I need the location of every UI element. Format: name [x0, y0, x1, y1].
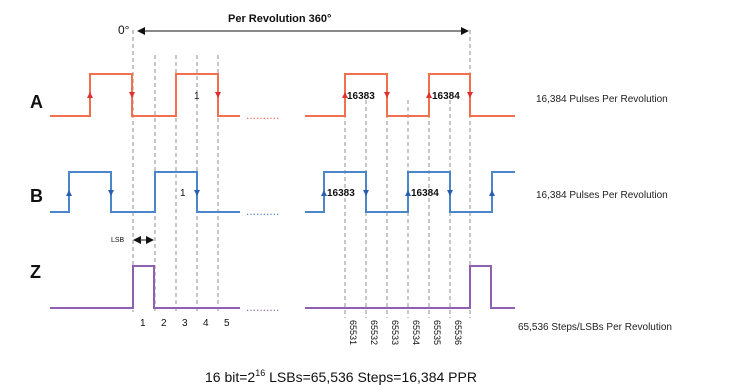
b-pulse-16384: 16384 — [411, 188, 439, 199]
b-arrow-up-1 — [66, 190, 72, 196]
step-65533: 65533 — [390, 320, 400, 345]
z-wave-right — [305, 265, 515, 309]
a-arrow-up-3 — [426, 92, 432, 98]
step-65532: 65532 — [369, 320, 379, 345]
footer-prefix: 16 bit=2 — [205, 369, 255, 385]
a-arrow-up-1 — [87, 92, 93, 98]
channel-b-waveform — [50, 171, 515, 213]
a-arrow-down-1 — [129, 92, 135, 98]
a-arrow-down-4 — [467, 92, 473, 98]
footer-formula: 16 bit=216 LSBs=65,536 Steps=16,384 PPR — [205, 368, 477, 385]
a-arrow-down-3 — [384, 92, 390, 98]
b-pulse-1: 1 — [180, 188, 186, 199]
b-arrow-up-2 — [321, 190, 327, 196]
a-arrow-up-2 — [342, 92, 348, 98]
channel-z-waveform — [50, 265, 515, 309]
a-wave-left — [50, 73, 240, 117]
step-2: 2 — [161, 318, 167, 329]
z-wave-left — [50, 265, 240, 309]
z-dots: .......... — [246, 300, 279, 314]
revolution-label: Per Revolution 360° — [228, 13, 331, 25]
b-arrow-down-4 — [447, 190, 453, 196]
a-wave-right — [305, 73, 515, 117]
step-1: 1 — [140, 318, 146, 329]
channel-a-description: 16,384 Pulses Per Revolution — [536, 94, 668, 105]
b-pulse-16383: 16383 — [327, 188, 355, 199]
channel-z-label: Z — [30, 262, 41, 282]
step-65531: 65531 — [348, 320, 358, 345]
b-wave-left — [50, 171, 240, 213]
step-65536: 65536 — [453, 320, 463, 345]
a-pulse-1: 1 — [194, 91, 200, 102]
b-arrow-down-3 — [363, 190, 369, 196]
step-5: 5 — [224, 318, 230, 329]
step-65535: 65535 — [432, 320, 442, 345]
a-pulse-16384: 16384 — [432, 91, 460, 102]
b-arrows — [66, 190, 495, 196]
lsb-label: LSB — [111, 237, 125, 244]
b-arrow-up-4 — [489, 190, 495, 196]
channel-b-description: 16,384 Pulses Per Revolution — [536, 190, 668, 201]
step-65534: 65534 — [411, 320, 421, 345]
zero-degree-label: 0° — [118, 23, 130, 37]
channel-b-label: B — [30, 186, 43, 206]
b-arrow-up-3 — [405, 190, 411, 196]
a-pulse-16383: 16383 — [347, 91, 375, 102]
a-arrow-down-2 — [215, 92, 221, 98]
footer-suffix: LSBs=65,536 Steps=16,384 PPR — [265, 369, 477, 385]
step-4: 4 — [203, 318, 209, 329]
b-dots: .......... — [246, 204, 279, 218]
footer-exponent: 16 — [255, 368, 265, 378]
a-arrows — [87, 92, 473, 98]
step-3: 3 — [182, 318, 188, 329]
b-arrow-down-2 — [194, 190, 200, 196]
channel-a-label: A — [30, 92, 43, 112]
channel-z-description: 65,536 Steps/LSBs Per Revolution — [518, 322, 672, 333]
b-arrow-down-1 — [108, 190, 114, 196]
a-dots: .......... — [246, 108, 279, 122]
